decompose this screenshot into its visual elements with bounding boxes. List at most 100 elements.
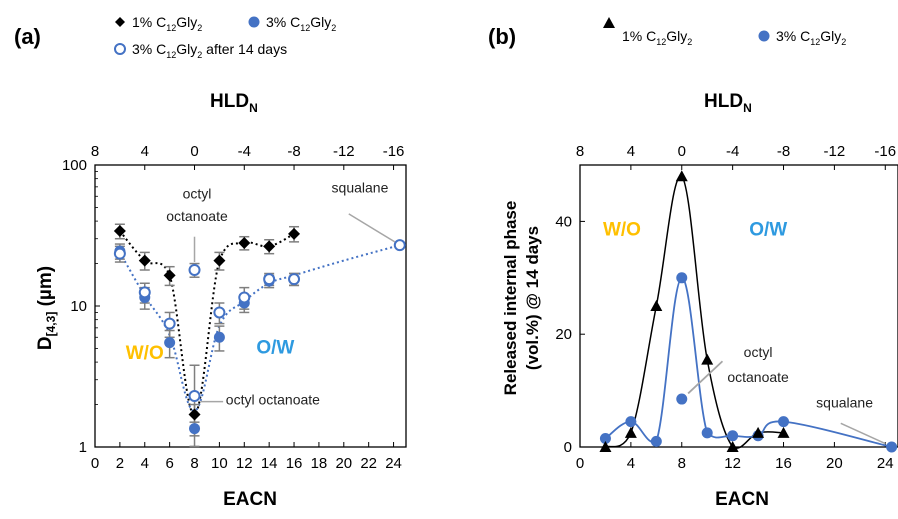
legend-a-circle-marker bbox=[248, 16, 260, 28]
data-point bbox=[238, 236, 251, 249]
annotation-label: O/W bbox=[749, 220, 787, 241]
legend-b-item-2: 3% C12Gly2 bbox=[776, 28, 846, 47]
data-point bbox=[263, 273, 276, 286]
top-tick-label: -4 bbox=[726, 143, 739, 160]
annotation-label: squalane bbox=[332, 179, 389, 195]
annotation-label: W/O bbox=[126, 343, 164, 364]
data-point bbox=[163, 269, 176, 282]
legend-a-item-1: 1% C12Gly2 bbox=[132, 14, 202, 33]
data-point bbox=[213, 306, 226, 319]
top-tick-label: -12 bbox=[333, 143, 355, 160]
legend-b-circle-marker bbox=[758, 30, 770, 42]
data-point bbox=[599, 441, 612, 452]
top-tick-label: -16 bbox=[383, 143, 405, 160]
data-point bbox=[188, 408, 201, 421]
legend-b: 1% C12Gly2 3% C12Gly2 bbox=[603, 17, 846, 47]
data-point bbox=[886, 441, 898, 453]
legend-b-triangle-marker bbox=[603, 17, 615, 28]
annotation-label: octanoate bbox=[166, 208, 228, 224]
top-tick-label: 4 bbox=[627, 143, 635, 160]
data-point bbox=[163, 317, 176, 330]
annotation-label: octanoate bbox=[727, 369, 789, 385]
data-point bbox=[113, 247, 126, 260]
data-point bbox=[650, 435, 662, 447]
legend-a: 1% C12Gly2 3% C12Gly2 3% C12Gly2 after 1… bbox=[114, 14, 336, 60]
data-point bbox=[777, 426, 790, 438]
squalane-leader-line bbox=[348, 213, 396, 243]
data-point bbox=[726, 441, 739, 452]
data-point bbox=[138, 286, 151, 299]
x-tick-label: 2 bbox=[116, 455, 124, 472]
octyl-octanoate-leader-line bbox=[687, 360, 724, 395]
x-tick-label: 0 bbox=[91, 455, 99, 472]
x-tick-label: 4 bbox=[627, 455, 635, 472]
data-point bbox=[213, 254, 226, 267]
x-tick-label: 10 bbox=[211, 455, 228, 472]
y-tick-label: 40 bbox=[555, 213, 572, 230]
annotation-label: O/W bbox=[256, 338, 294, 359]
top-tick-label: 0 bbox=[190, 143, 198, 160]
top-tick-label: -16 bbox=[874, 143, 896, 160]
annotation-label: octyl octanoate bbox=[226, 392, 320, 408]
data-point bbox=[676, 272, 688, 284]
x-tick-label: 14 bbox=[261, 455, 278, 472]
data-point bbox=[624, 426, 637, 438]
data-point bbox=[238, 291, 251, 304]
x-tick-label: 12 bbox=[236, 455, 253, 472]
top-tick-label: 4 bbox=[141, 143, 149, 160]
data-point bbox=[188, 389, 201, 402]
series-1-line bbox=[605, 175, 784, 449]
x-tick-label: 24 bbox=[877, 455, 894, 472]
chart-b-top-axis-title: HLDN bbox=[704, 91, 752, 115]
annotation-label: octyl bbox=[183, 185, 212, 201]
chart-a-x-axis-title: EACN bbox=[223, 489, 277, 510]
x-tick-label: 20 bbox=[826, 455, 843, 472]
data-point bbox=[727, 430, 739, 442]
x-tick-label: 20 bbox=[335, 455, 352, 472]
top-tick-label: -8 bbox=[777, 143, 790, 160]
annotation-label: squalane bbox=[816, 395, 873, 411]
data-point bbox=[288, 273, 301, 286]
x-tick-label: 22 bbox=[360, 455, 377, 472]
top-tick-label: 8 bbox=[91, 143, 99, 160]
data-point bbox=[778, 416, 790, 428]
chart-b-y-axis-title-line2: (vol.%) @ 14 days bbox=[523, 226, 542, 370]
y-tick-label: 100 bbox=[62, 157, 87, 174]
squalane-leader-line bbox=[840, 422, 886, 445]
x-tick-label: 16 bbox=[286, 455, 303, 472]
data-point bbox=[752, 426, 765, 438]
data-point bbox=[599, 433, 611, 445]
panel-b-label: (b) bbox=[488, 24, 516, 49]
legend-a-item-3: 3% C12Gly2 after 14 days bbox=[132, 41, 287, 60]
x-tick-label: 8 bbox=[678, 455, 686, 472]
data-point bbox=[625, 416, 637, 428]
y-tick-label: 10 bbox=[70, 298, 87, 315]
top-tick-label: -8 bbox=[287, 143, 300, 160]
chart-b-y-axis-title-line1: Released internal phase bbox=[501, 201, 520, 396]
top-tick-label: 8 bbox=[576, 143, 584, 160]
legend-b-item-1: 1% C12Gly2 bbox=[622, 28, 692, 47]
series-3-trend-line bbox=[119, 244, 401, 412]
x-tick-label: 12 bbox=[724, 455, 741, 472]
data-point bbox=[650, 300, 663, 311]
chart-a-top-axis-title: HLDN bbox=[210, 91, 258, 115]
data-point bbox=[213, 331, 225, 343]
y-tick-label: 0 bbox=[564, 439, 572, 456]
annotation-label: octyl bbox=[744, 344, 773, 360]
data-point bbox=[188, 264, 201, 277]
chart-b-x-axis-title: EACN bbox=[715, 489, 769, 510]
series-2-line bbox=[604, 276, 892, 448]
data-point bbox=[393, 239, 406, 252]
chart-a-y-axis-title: D[4,3] (µm) bbox=[35, 266, 58, 350]
data-point bbox=[701, 353, 714, 365]
legend-a-open-circle-marker bbox=[114, 43, 126, 55]
data-point bbox=[138, 254, 151, 267]
x-tick-label: 8 bbox=[190, 455, 198, 472]
x-tick-label: 16 bbox=[775, 455, 792, 472]
data-point-extra bbox=[676, 393, 688, 405]
annotation-label: W/O bbox=[603, 220, 641, 241]
legend-a-diamond-marker bbox=[115, 17, 125, 27]
x-tick-label: 0 bbox=[576, 455, 584, 472]
